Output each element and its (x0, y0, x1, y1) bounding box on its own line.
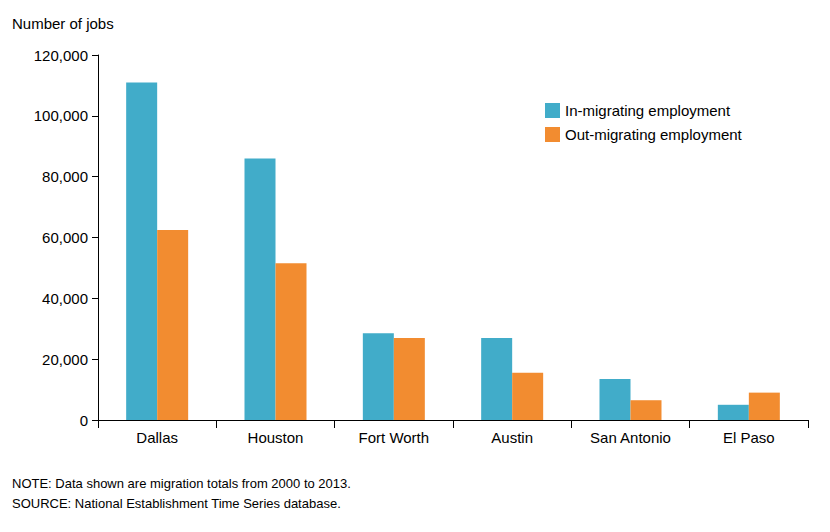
svg-text:NOTE: Data shown are migration: NOTE: Data shown are migration totals fr… (12, 476, 351, 491)
svg-text:El Paso: El Paso (723, 429, 775, 446)
svg-text:In-migrating employment: In-migrating employment (565, 102, 731, 119)
svg-text:Dallas: Dallas (136, 429, 178, 446)
svg-text:Fort Worth: Fort Worth (359, 429, 430, 446)
svg-text:Out-migrating employment: Out-migrating employment (565, 126, 743, 143)
svg-text:40,000: 40,000 (42, 290, 88, 307)
svg-text:San Antonio: San Antonio (590, 429, 671, 446)
svg-text:Houston: Houston (248, 429, 304, 446)
svg-text:80,000: 80,000 (42, 168, 88, 185)
svg-text:Austin: Austin (491, 429, 533, 446)
svg-text:100,000: 100,000 (34, 107, 88, 124)
svg-text:SOURCE: National Establishment: SOURCE: National Establishment Time Seri… (12, 496, 341, 511)
svg-text:120,000: 120,000 (34, 47, 88, 64)
svg-text:0: 0 (80, 412, 88, 429)
svg-text:20,000: 20,000 (42, 351, 88, 368)
svg-text:Number of jobs: Number of jobs (12, 15, 114, 32)
svg-text:60,000: 60,000 (42, 229, 88, 246)
